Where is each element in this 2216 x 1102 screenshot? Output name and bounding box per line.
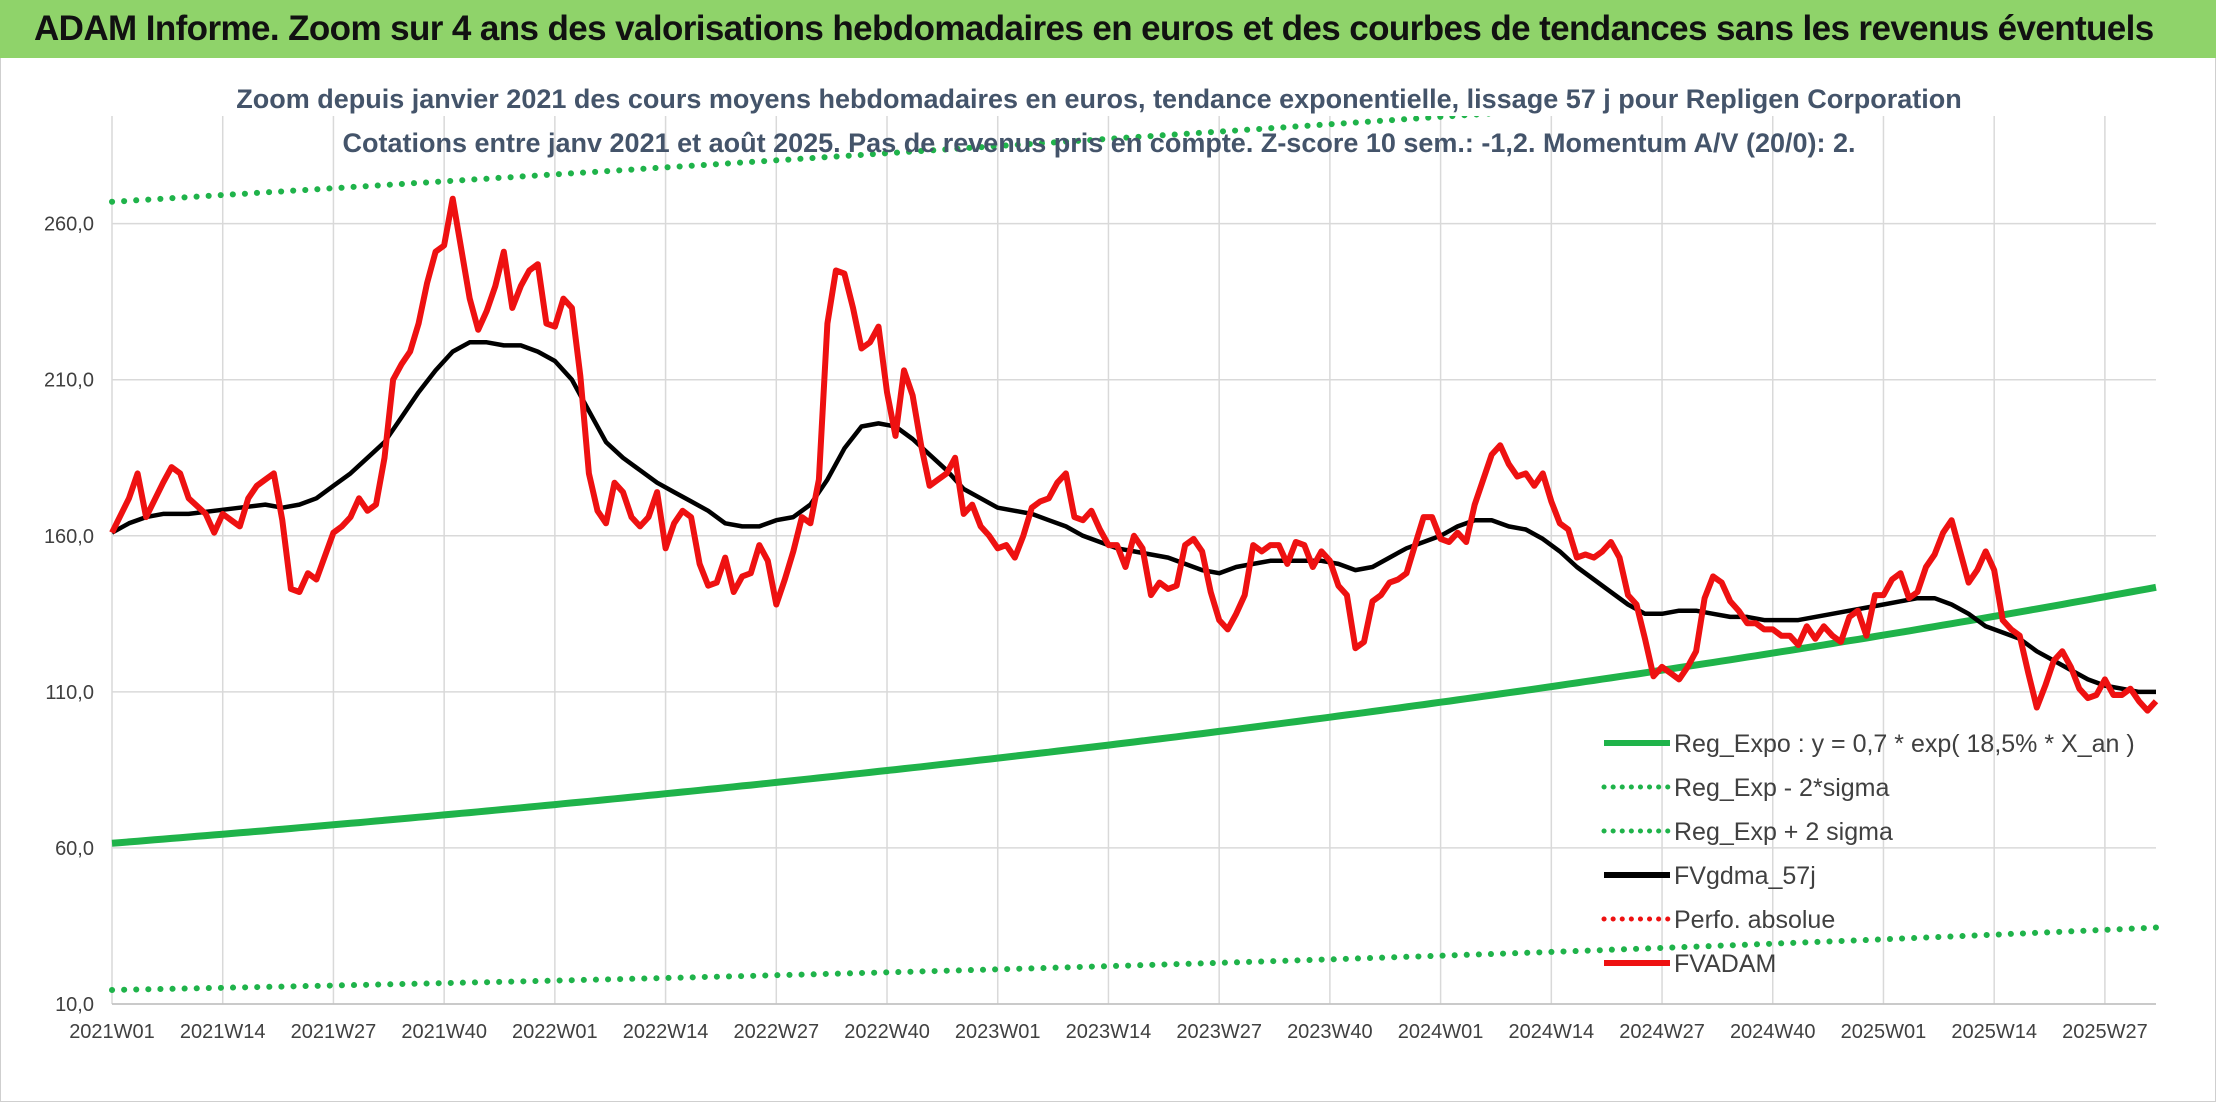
y-tick-label: 60,0 — [55, 838, 94, 860]
y-tick-label: 110,0 — [45, 682, 94, 704]
x-tick-label: 2021W27 — [291, 1021, 377, 1043]
legend-label: Perfo. absolue — [1674, 906, 1835, 934]
chart-axes: 10,0 60,0 110,0 160,0 210,0 260,0 2021W01 2021W… — [44, 214, 2156, 1043]
x-tick-label: 2022W14 — [623, 1021, 709, 1043]
chart-subtitle: Cotations entre janv 2021 et août 2025. … — [342, 128, 1855, 158]
x-tick-label: 2023W27 — [1176, 1021, 1262, 1043]
y-tick-label: 10,0 — [55, 994, 94, 1016]
y-tick-label: 260,0 — [44, 214, 94, 236]
line-chart: 10,0 60,0 110,0 160,0 210,0 260,0 2021W01 2021W… — [44, 84, 2159, 1043]
y-tick-label: 160,0 — [44, 526, 94, 548]
report-title: ADAM Informe. Zoom sur 4 ans des valoris… — [34, 9, 2154, 48]
chart-legend: Reg_Expo : y = 0,7 * exp( 18,5% * X_an )… — [1601, 730, 2135, 978]
legend-label: Reg_Expo : y = 0,7 * exp( 18,5% * X_an ) — [1674, 730, 2135, 758]
x-tick-label: 2021W40 — [401, 1021, 487, 1043]
x-tick-label: 2023W01 — [955, 1021, 1041, 1043]
x-tick-label: 2023W40 — [1287, 1021, 1373, 1043]
x-tick-label: 2021W01 — [69, 1021, 155, 1043]
x-tick-label: 2024W27 — [1619, 1021, 1705, 1043]
x-tick-label: 2022W40 — [844, 1021, 930, 1043]
x-tick-label: 2024W01 — [1398, 1021, 1484, 1043]
x-tick-label: 2025W14 — [1951, 1021, 2037, 1043]
chart-grid — [111, 116, 2156, 1005]
fvgdma-57j-line — [110, 340, 2156, 695]
x-tick-label: 2023W14 — [1066, 1021, 1152, 1043]
report-banner: ADAM Informe. Zoom sur 4 ans des valoris… — [0, 0, 2216, 58]
x-tick-label: 2025W27 — [2062, 1021, 2148, 1043]
reg-exp-plus-2sigma-line — [109, 116, 1498, 205]
y-tick-label: 210,0 — [44, 370, 94, 392]
x-tick-label: 2022W27 — [733, 1021, 819, 1043]
x-tick-label: 2021W14 — [180, 1021, 266, 1043]
chart-title: Zoom depuis janvier 2021 des cours moyen… — [236, 84, 1961, 114]
x-tick-label: 2022W01 — [512, 1021, 598, 1043]
legend-label: FVgdma_57j — [1674, 862, 1816, 890]
x-tick-label: 2025W01 — [1841, 1021, 1927, 1043]
fvadam-line — [109, 195, 2159, 714]
legend-label: Reg_Exp - 2*sigma — [1674, 774, 1889, 802]
legend-label: FVADAM — [1674, 950, 1776, 978]
x-tick-label: 2024W14 — [1509, 1021, 1595, 1043]
x-tick-label: 2024W40 — [1730, 1021, 1816, 1043]
legend-label: Reg_Exp + 2 sigma — [1674, 818, 1893, 846]
reg-expo-line — [111, 583, 2157, 847]
reg-exp-minus-2sigma-line — [109, 924, 2159, 993]
chart-series — [109, 116, 2159, 993]
